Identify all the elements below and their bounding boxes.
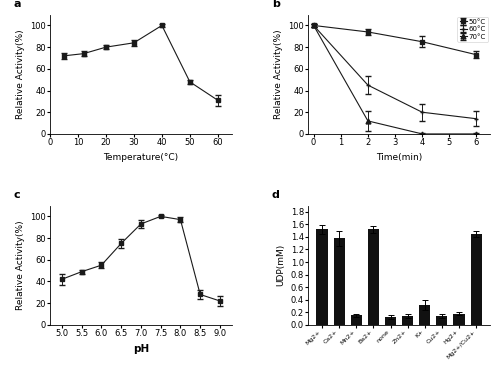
- Bar: [316, 229, 328, 325]
- X-axis label: pH: pH: [133, 343, 149, 354]
- Legend: 50°C, 60°C, 70°C: 50°C, 60°C, 70°C: [458, 17, 488, 42]
- Y-axis label: Relative Activity(%): Relative Activity(%): [16, 30, 24, 119]
- Bar: [402, 316, 413, 325]
- Bar: [350, 315, 362, 325]
- Y-axis label: Relative Activity(%): Relative Activity(%): [274, 30, 282, 119]
- Y-axis label: Relative Activity(%): Relative Activity(%): [16, 220, 24, 310]
- Bar: [470, 234, 482, 325]
- Bar: [419, 305, 430, 325]
- Bar: [334, 238, 344, 325]
- X-axis label: Time(min): Time(min): [376, 153, 422, 162]
- Text: d: d: [272, 191, 280, 200]
- Text: b: b: [272, 0, 280, 9]
- Bar: [454, 314, 464, 325]
- Y-axis label: UDP(mM): UDP(mM): [276, 244, 285, 286]
- Bar: [368, 229, 379, 325]
- Text: c: c: [14, 191, 20, 200]
- Bar: [436, 316, 448, 325]
- X-axis label: Temperature(°C): Temperature(°C): [104, 153, 178, 162]
- Text: a: a: [14, 0, 21, 9]
- Bar: [385, 317, 396, 325]
